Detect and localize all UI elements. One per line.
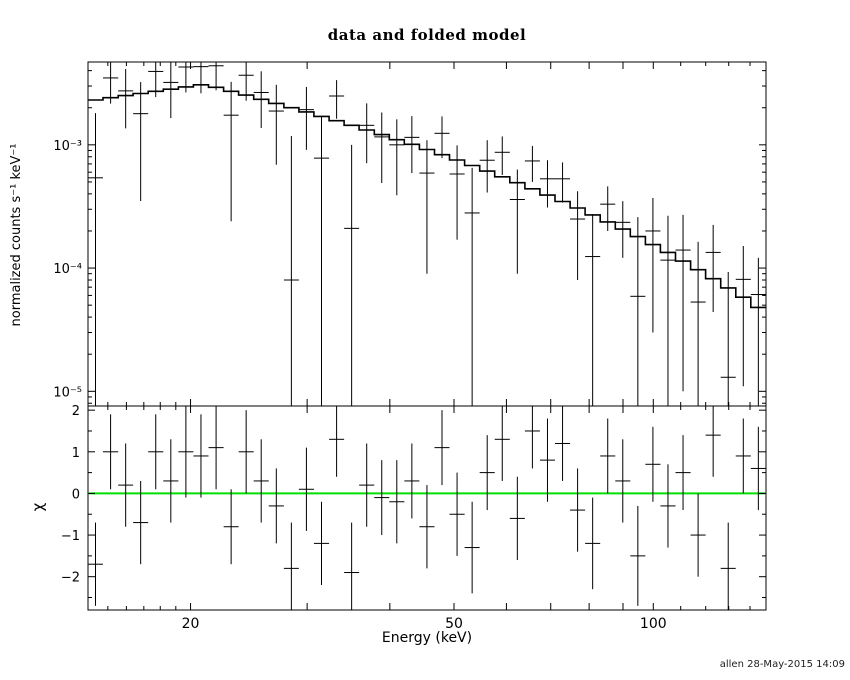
svg-text:1: 1 [72,446,80,461]
x-axis-label: Energy (keV) [381,630,473,646]
plot-timestamp: allen 28-May-2015 14:09 [719,659,845,670]
svg-text:50: 50 [445,616,463,632]
svg-text:2: 2 [72,404,80,419]
svg-text:0: 0 [72,487,80,502]
svg-text:10⁻⁵: 10⁻⁵ [53,385,82,400]
svg-text:10⁻⁴: 10⁻⁴ [53,262,82,277]
svg-text:20: 20 [182,616,200,632]
chart-title: data and folded model [327,26,527,44]
svg-text:−1: −1 [61,529,80,544]
svg-text:−2: −2 [61,571,80,586]
svg-text:10⁻³: 10⁻³ [53,139,82,154]
svg-text:100: 100 [640,616,667,632]
